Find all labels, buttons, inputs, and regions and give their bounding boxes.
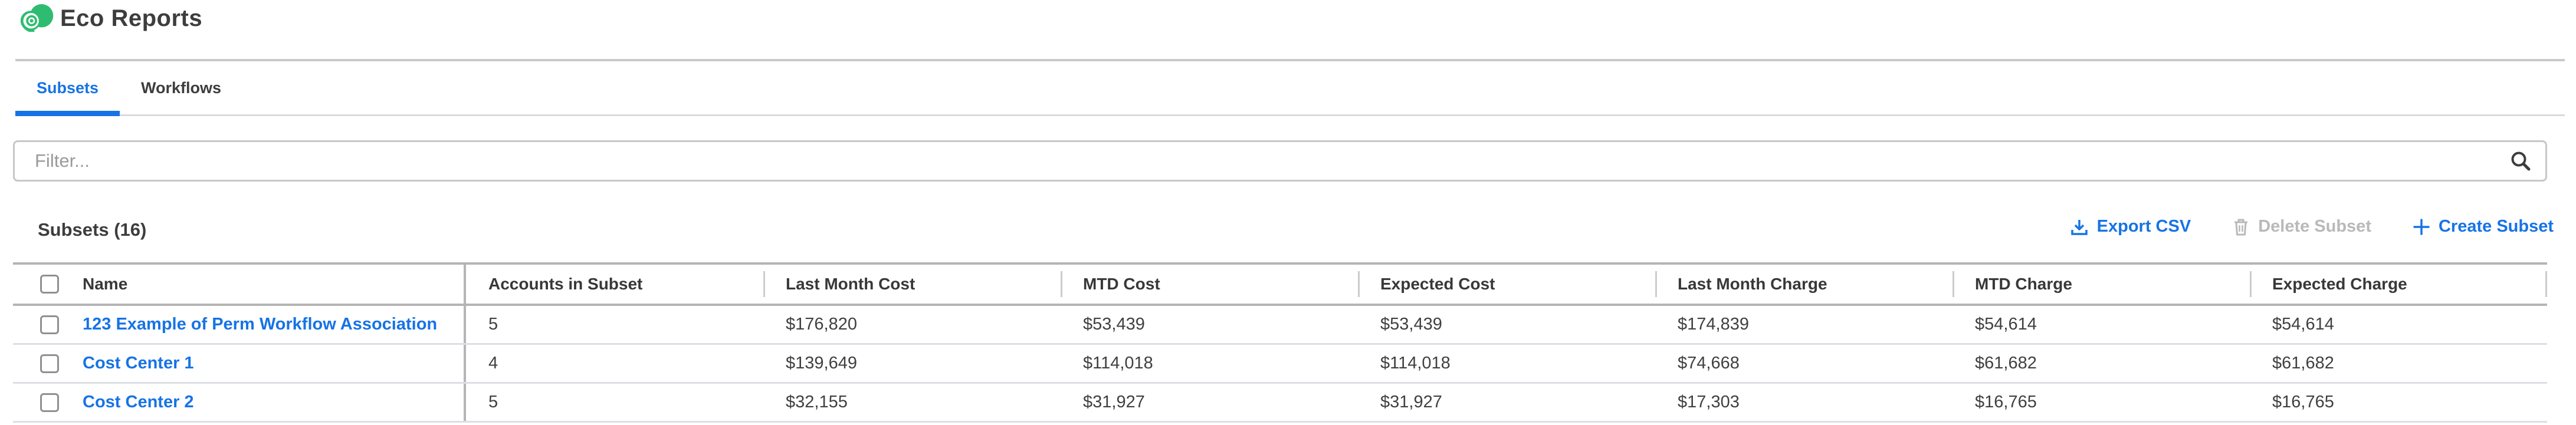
search-icon[interactable] xyxy=(2509,150,2532,172)
table-row: Cost Center 2 5 $32,155 $31,927 $31,927 … xyxy=(13,384,2547,423)
last-month-charge-cell: $17,303 xyxy=(1678,393,1740,411)
row-checkbox[interactable] xyxy=(40,354,59,373)
tab-workflows-label: Workflows xyxy=(141,78,222,97)
header-divider xyxy=(15,59,2565,61)
name-cell: Cost Center 2 xyxy=(13,384,466,421)
column-header-expected-cost: Expected Cost xyxy=(1358,265,1655,304)
last-month-charge-cell: $174,839 xyxy=(1678,315,1749,334)
last-month-cost-cell: $139,649 xyxy=(786,354,857,373)
eco-logo-icon xyxy=(20,4,54,32)
last-month-cost-cell: $176,820 xyxy=(786,315,857,334)
export-csv-button[interactable]: Export CSV xyxy=(2070,217,2191,236)
column-header-mtd-charge: MTD Charge xyxy=(1952,265,2250,304)
create-subset-button[interactable]: Create Subset xyxy=(2413,217,2554,236)
column-header-last-month-charge: Last Month Charge xyxy=(1655,265,1952,304)
section-bar: Subsets (16) Export CSV Delete Subset Cr xyxy=(0,211,2576,249)
accounts-cell: 5 xyxy=(488,393,498,411)
column-header-name: Name xyxy=(13,265,466,304)
name-cell: Cost Center 1 xyxy=(13,345,466,382)
tab-subsets[interactable]: Subsets xyxy=(15,61,120,116)
mtd-charge-cell: $61,682 xyxy=(1975,354,2037,373)
subsets-table: Name Accounts in Subset Last Month Cost … xyxy=(13,262,2547,423)
table-header-row: Name Accounts in Subset Last Month Cost … xyxy=(13,262,2547,306)
column-header-accounts: Accounts in Subset xyxy=(488,275,643,293)
subsets-count-heading: Subsets (16) xyxy=(38,219,147,240)
mtd-charge-cell: $16,765 xyxy=(1975,393,2037,411)
column-header-mtd-cost: MTD Cost xyxy=(1061,265,1358,304)
mtd-cost-cell: $114,018 xyxy=(1083,354,1153,373)
last-month-charge-cell: $74,668 xyxy=(1678,354,1740,373)
plus-icon xyxy=(2413,218,2430,235)
row-checkbox[interactable] xyxy=(40,393,59,412)
last-month-cost-cell: $32,155 xyxy=(786,393,848,411)
trash-icon xyxy=(2234,219,2248,235)
delete-subset-label: Delete Subset xyxy=(2258,217,2371,236)
tab-workflows[interactable]: Workflows xyxy=(120,61,242,114)
subset-link[interactable]: 123 Example of Perm Workflow Association xyxy=(83,315,438,334)
expected-charge-cell: $61,682 xyxy=(2272,354,2334,373)
expected-cost-cell: $53,439 xyxy=(1380,315,1442,334)
select-all-checkbox[interactable] xyxy=(40,275,59,294)
column-header-last-month-cost: Last Month Cost xyxy=(763,265,1061,304)
table-row: 123 Example of Perm Workflow Association… xyxy=(13,306,2547,345)
filter-input[interactable] xyxy=(13,140,2547,182)
expected-charge-cell: $16,765 xyxy=(2272,393,2334,411)
column-header-expected-charge: Expected Charge xyxy=(2250,265,2547,304)
accounts-cell: 4 xyxy=(488,354,498,373)
page-title: Eco Reports xyxy=(60,5,203,31)
mtd-cost-cell: $31,927 xyxy=(1083,393,1145,411)
tab-subsets-label: Subsets xyxy=(37,78,99,97)
filter-bar xyxy=(13,140,2547,182)
row-checkbox[interactable] xyxy=(40,315,59,334)
create-subset-label: Create Subset xyxy=(2438,217,2554,236)
expected-cost-cell: $31,927 xyxy=(1380,393,1442,411)
table-actions: Export CSV Delete Subset Create Subset xyxy=(2070,217,2554,236)
app-header: Eco Reports xyxy=(0,0,2576,61)
expected-cost-cell: $114,018 xyxy=(1380,354,1451,373)
tab-bar: Subsets Workflows xyxy=(15,61,2565,116)
accounts-cell: 5 xyxy=(488,315,498,334)
name-cell: 123 Example of Perm Workflow Association xyxy=(13,306,466,343)
export-csv-label: Export CSV xyxy=(2096,217,2191,236)
subset-link[interactable]: Cost Center 1 xyxy=(83,354,194,373)
mtd-charge-cell: $54,614 xyxy=(1975,315,2037,334)
download-icon xyxy=(2070,219,2088,235)
mtd-cost-cell: $53,439 xyxy=(1083,315,1145,334)
subset-link[interactable]: Cost Center 2 xyxy=(83,393,194,411)
table-row: Cost Center 1 4 $139,649 $114,018 $114,0… xyxy=(13,345,2547,384)
column-header-name-label: Name xyxy=(83,275,128,293)
delete-subset-button[interactable]: Delete Subset xyxy=(2232,217,2371,236)
expected-charge-cell: $54,614 xyxy=(2272,315,2334,334)
